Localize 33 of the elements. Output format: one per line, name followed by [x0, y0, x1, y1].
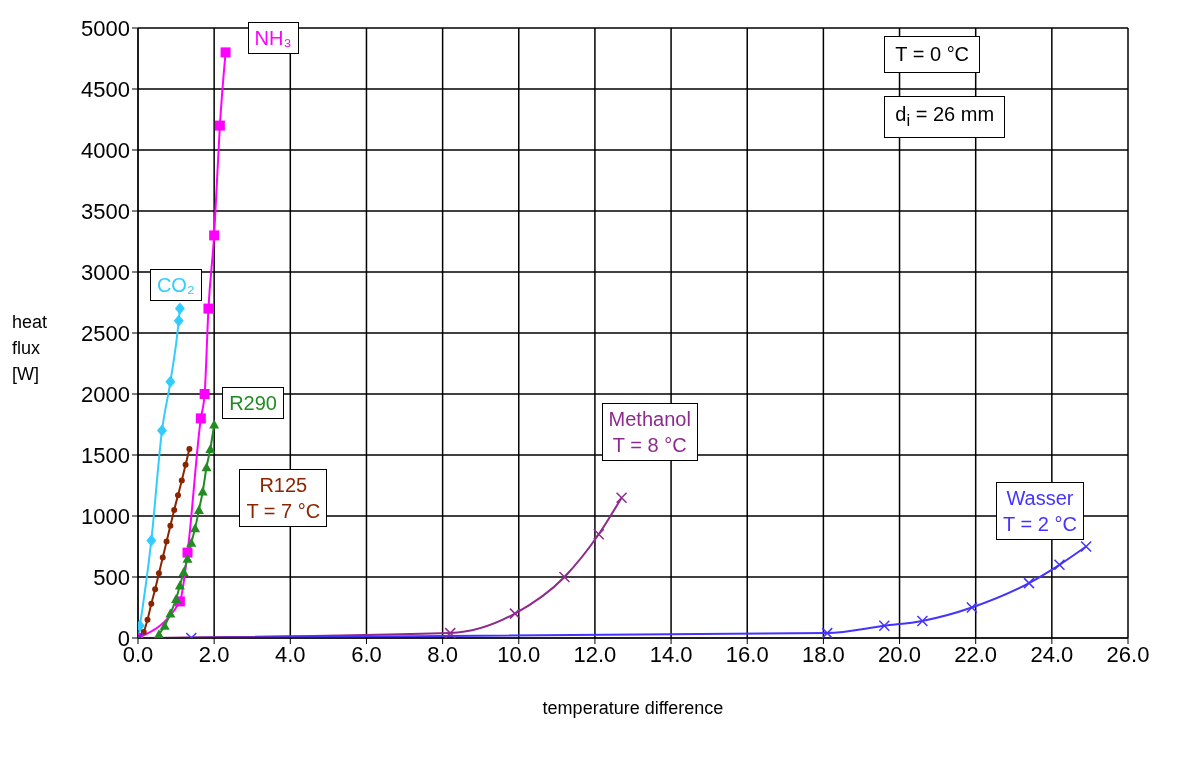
y-tick-label: 1000	[81, 503, 130, 529]
series-label: R290	[222, 386, 284, 419]
y-tick-label: 3000	[81, 259, 130, 285]
y-tick-label: 4000	[81, 137, 130, 163]
x-tick-label: 26.0	[1106, 641, 1150, 667]
x-tick-label: 12.0	[573, 641, 617, 667]
x-axis-title: temperature difference	[541, 698, 725, 719]
y-tick-label: 4500	[81, 76, 130, 102]
series-label: Methanol T = 8 °C	[601, 402, 698, 461]
x-tick-label: 20.0	[878, 641, 921, 667]
y-axis-title: heat flux [W]	[12, 310, 49, 386]
x-tick-label: 2.0	[198, 641, 230, 667]
y-tick-label: 2000	[81, 381, 130, 407]
x-tick-label: 22.0	[954, 641, 998, 667]
x-tick-label: 10.0	[497, 641, 541, 667]
series-label: NH₃	[247, 22, 299, 55]
annotation: d$_{i}$ = 26 mm	[884, 96, 1006, 138]
x-tick-label: 14.0	[649, 641, 693, 667]
x-tick-label: 18.0	[801, 641, 845, 667]
annotation: T = 0 °C	[884, 36, 981, 73]
x-tick-label: 4.0	[275, 641, 306, 667]
series-label: CO₂	[149, 268, 202, 301]
x-tick-label: 24.0	[1030, 641, 1074, 667]
x-tick-label: 8.0	[427, 641, 458, 667]
series-label: Wasser T = 2 °C	[996, 481, 1084, 540]
y-tick-label: 2500	[81, 320, 130, 346]
text: R125 T = 7 °C	[239, 468, 328, 527]
y-tick-label: 3500	[81, 198, 130, 224]
y-tick-label: 5000	[81, 15, 130, 41]
x-tick-label: 16.0	[725, 641, 769, 667]
y-tick-label: 1500	[81, 442, 130, 468]
x-tick-label: 6.0	[351, 641, 382, 667]
y-tick-label: 500	[93, 564, 130, 590]
